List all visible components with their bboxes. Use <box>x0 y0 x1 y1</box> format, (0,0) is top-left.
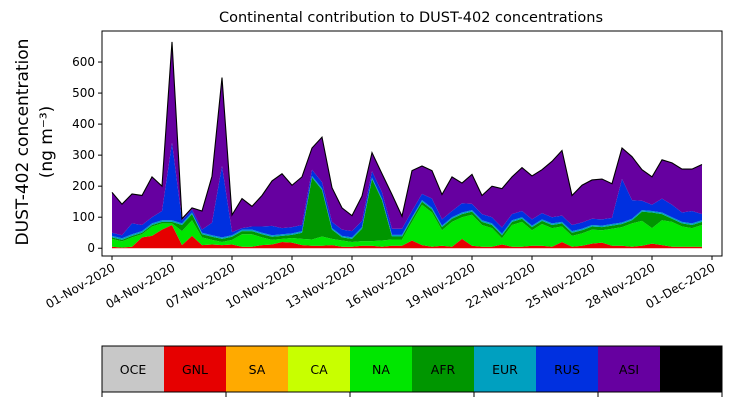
legend-label-sa: SA <box>249 362 266 377</box>
legend-label-rus: RUS <box>554 362 580 377</box>
area-asi <box>112 41 702 236</box>
area-gnl <box>112 224 702 249</box>
legend-label-aus: AUS <box>678 362 704 377</box>
chart-title: Continental contribution to DUST-402 con… <box>219 10 603 26</box>
legend-colorbar: OCE GNL SA CA NA AFR EUR RUS ASI AUS <box>101 345 723 397</box>
y-axis-label-line2: (ng m⁻³) <box>37 106 57 179</box>
y-axis: 0 100 200 300 400 500 600 <box>72 55 102 255</box>
area-rus <box>112 142 702 239</box>
legend-swatch-afr <box>412 346 475 392</box>
area-afr <box>112 177 702 243</box>
legend-label-eur: EUR <box>492 362 518 377</box>
total-outline <box>111 41 703 221</box>
legend-swatch-aus <box>660 346 723 392</box>
y-tick-label: 500 <box>72 86 95 100</box>
legend-label-asi: ASI <box>619 362 639 377</box>
area-eur <box>112 175 702 240</box>
y-tick-label: 0 <box>87 241 95 255</box>
y-tick-label: 400 <box>72 117 95 131</box>
legend-label-na: NA <box>372 362 390 377</box>
legend-label-gnl: GNL <box>182 362 208 377</box>
x-axis: 01-Nov-202004-Nov-202007-Nov-202010-Nov-… <box>43 256 718 311</box>
y-tick-label: 200 <box>72 179 95 193</box>
legend-frame <box>101 345 723 393</box>
y-tick-label: 600 <box>72 55 95 69</box>
legend-swatch-gnl <box>164 346 227 392</box>
legend-label-oce: OCE <box>120 362 147 377</box>
stacked-areas <box>112 41 702 249</box>
legend-swatch-oce <box>102 346 165 392</box>
legend-swatch-na <box>350 346 413 392</box>
legend-label-afr: AFR <box>431 362 456 377</box>
y-axis-label-line1: DUST-402 concentration <box>13 39 33 246</box>
legend-swatch-sa <box>226 346 289 392</box>
legend-swatch-asi <box>598 346 661 392</box>
legend-swatch-eur <box>474 346 537 392</box>
legend-swatch-ca <box>288 346 351 392</box>
area-na <box>112 204 702 248</box>
y-tick-label: 300 <box>72 148 95 162</box>
legend-label-ca: CA <box>310 362 328 377</box>
legend-swatch-rus <box>536 346 599 392</box>
y-tick-label: 100 <box>72 210 95 224</box>
y-axis-label: DUST-402 concentration (ng m⁻³) <box>13 39 57 246</box>
